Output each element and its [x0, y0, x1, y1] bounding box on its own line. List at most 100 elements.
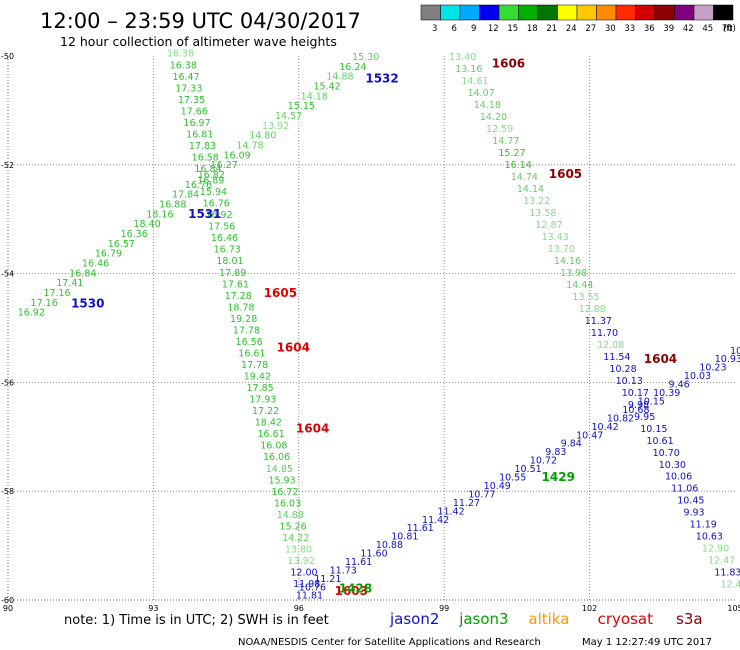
- wave-height-value: 11.60: [360, 549, 387, 560]
- wave-height-value: 11.61: [407, 523, 434, 534]
- wave-height-value: 14.77: [492, 136, 519, 147]
- colorbar-label: 15: [507, 24, 518, 34]
- wave-height-value: 13.55: [572, 292, 599, 303]
- wave-height-value: 16.36: [121, 229, 148, 240]
- wave-height-value: 10.55: [499, 473, 526, 484]
- wave-height-value: 17.22: [252, 406, 279, 417]
- wave-height-value: 17.78: [241, 360, 268, 371]
- wave-height-value: 10.77: [468, 489, 495, 500]
- track-a-cryosat: 16.3816.3816.4717.3317.3517.6616.9716.81…: [167, 49, 368, 602]
- wave-height-value: 17.16: [43, 288, 70, 299]
- colorbar-swatch: [693, 4, 714, 21]
- lon-tick-label: 96: [294, 604, 304, 613]
- wave-height-value: 16.06: [263, 452, 290, 463]
- wave-height-value: 10.13: [616, 376, 643, 387]
- wave-height-value: 13.80: [285, 544, 312, 555]
- wave-height-value: 10.39: [653, 388, 680, 399]
- wave-height-value: 16.08: [260, 441, 287, 452]
- wave-height-value: 11.42: [437, 506, 464, 517]
- wave-height-value: 16.38: [167, 49, 194, 60]
- wave-height-value: 17.61: [222, 279, 249, 290]
- wave-height-value: 10.68: [622, 405, 649, 416]
- wave-height-value: 17.66: [181, 106, 208, 117]
- wave-height-value: 10.30: [659, 460, 686, 471]
- pass-time-label: 1605: [549, 167, 582, 181]
- wave-height-value: 17.35: [178, 95, 205, 106]
- track-b-jason2: 16.9217.1617.1617.4116.8416.4616.7916.57…: [18, 52, 399, 319]
- wave-height-value: 11.61: [345, 557, 372, 568]
- wave-height-value: 10.15: [640, 424, 667, 435]
- wave-height-value: 17.78: [233, 325, 260, 336]
- wave-height-value: 10.17: [622, 388, 649, 399]
- legend-jason3: jason3: [458, 610, 508, 628]
- wave-height-value: 16.14: [505, 160, 532, 171]
- colorbar-swatch: [518, 4, 539, 21]
- wave-height-value: 19.28: [230, 314, 257, 325]
- colorbar-label: 3: [432, 24, 437, 34]
- wave-height-value: 16.81: [186, 129, 213, 140]
- wave-height-value: 17.41: [56, 278, 83, 289]
- colorbar-label: 36: [644, 24, 655, 34]
- wave-height-value: 12.00: [290, 568, 317, 579]
- wave-height-value: 9.83: [545, 447, 566, 458]
- wave-height-value: 9.98: [628, 400, 649, 411]
- wave-height-value: 13.22: [523, 196, 550, 207]
- lat-tick-label: -54: [1, 270, 14, 279]
- wave-height-value: 9.93: [683, 508, 704, 519]
- pass-time-label: 1604: [644, 352, 677, 366]
- wave-height-value: 11.54: [603, 352, 630, 363]
- colorbar-swatch: [713, 4, 734, 21]
- colorbar-label: 45: [702, 24, 713, 34]
- pass-time-label: 1532: [365, 71, 398, 85]
- pass-time-label: 1530: [71, 296, 104, 310]
- wave-height-value: 17.28: [225, 291, 252, 302]
- wave-height-value: 15.26: [279, 521, 306, 532]
- colorbar-label: 70: [722, 24, 733, 34]
- colorbar-label: 12: [488, 24, 499, 34]
- lat-tick-label: -52: [1, 161, 14, 170]
- wave-height-value: 16.97: [183, 118, 210, 129]
- wave-height-value: 11.83: [714, 568, 740, 579]
- wave-height-value: 10.72: [530, 456, 557, 467]
- wave-height-value: 17.33: [175, 83, 202, 94]
- wave-height-value: 16.73: [214, 245, 241, 256]
- pass-time-label: 1606: [492, 56, 525, 70]
- wave-height-value: 16.88: [159, 200, 186, 211]
- wave-height-value: 14.20: [480, 112, 507, 123]
- wave-height-value: 15.30: [352, 52, 379, 63]
- wave-height-value: 11.81: [296, 591, 323, 602]
- wave-height-value: 10.28: [609, 364, 636, 375]
- colorbar-unit: (ft): [723, 24, 736, 34]
- lon-tick-label: 105: [727, 604, 740, 613]
- wave-height-value: 11.21: [314, 574, 341, 585]
- wave-height-value: 19.42: [244, 372, 271, 383]
- wave-height-value: 11.27: [453, 498, 480, 509]
- wave-height-value: 14.61: [461, 76, 488, 87]
- wave-height-value: 11.42: [422, 515, 449, 526]
- colorbar-label: 39: [663, 24, 674, 34]
- pass-time-label: 1429: [542, 470, 575, 484]
- wave-height-value: 14.88: [326, 72, 353, 83]
- wave-height-value: 18.40: [133, 219, 160, 230]
- wave-height-value: 11.98: [293, 579, 320, 590]
- legend-cryosat: cryosat: [598, 610, 653, 628]
- wave-height-value: 16.76: [203, 199, 230, 210]
- colorbar-swatch: [420, 4, 441, 21]
- pass-time-label: 1428: [339, 581, 372, 595]
- wave-height-value: 14.18: [474, 100, 501, 111]
- wave-height-value: 14.85: [266, 464, 293, 475]
- wave-height-value: 16.03: [274, 498, 301, 509]
- colorbar-label: 27: [585, 24, 596, 34]
- wave-height-value: 13.70: [548, 244, 575, 255]
- wave-height-value: 15.42: [314, 82, 341, 93]
- pass-time-label: 1605: [264, 286, 297, 300]
- pass-time-label: 1604: [296, 422, 329, 436]
- wave-height-value: 13.43: [542, 232, 569, 243]
- track-d-jason3: 10.7611.2111.7311.6111.6010.8810.8111.61…: [299, 346, 740, 596]
- wave-height-value: 12.44: [720, 580, 740, 591]
- wave-height-value: 15.27: [498, 148, 525, 159]
- wave-height-value: 14.78: [236, 141, 263, 152]
- colorbar-label: 18: [527, 24, 538, 34]
- wave-height-value: 11.70: [591, 328, 618, 339]
- wave-height-value: 14.44: [566, 280, 593, 291]
